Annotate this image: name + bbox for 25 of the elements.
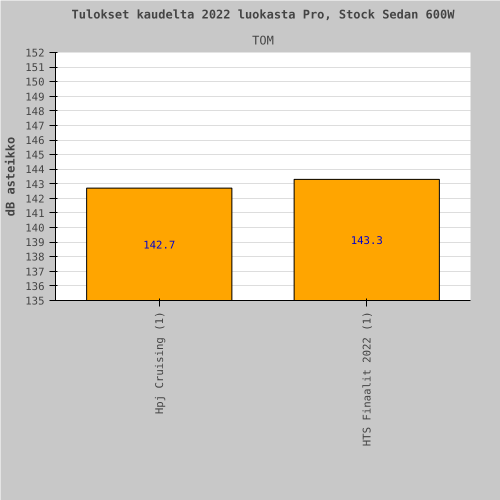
y-tick-label: 140: [25, 222, 45, 235]
x-tick-label: HTS Finaalit 2022 (1): [360, 311, 374, 446]
chart-subtitle: TOM: [252, 34, 274, 48]
y-tick-label: 135: [25, 294, 45, 308]
y-axis-title: dB asteikko: [3, 136, 18, 216]
y-tick-label: 144: [25, 163, 45, 176]
y-tick-label: 146: [25, 134, 45, 148]
y-tick-label: 147: [25, 119, 45, 132]
y-tick-label: 137: [25, 265, 45, 278]
y-tick-label: 141: [25, 206, 45, 220]
data-label: 143.3: [350, 234, 383, 247]
y-tick-label: 136: [25, 280, 45, 293]
data-label: 142.7: [143, 238, 176, 252]
y-tick-label: 143: [25, 178, 45, 191]
y-tick-label: 152: [25, 46, 45, 60]
y-tick-label: 149: [25, 90, 45, 104]
x-tick-label: Hpj Cruising (1): [152, 311, 166, 414]
y-tick-label: 145: [25, 148, 45, 162]
y-tick-label: 151: [25, 61, 45, 74]
chart-title: Tulokset kaudelta 2022 luokasta Pro, Stock Sedan 600W: [72, 8, 456, 22]
y-tick-label: 139: [25, 236, 45, 250]
y-tick-label: 150: [25, 76, 45, 89]
y-tick-label: 142: [25, 192, 45, 206]
y-tick-label: 138: [25, 250, 45, 264]
y-tick-label: 148: [25, 104, 45, 118]
